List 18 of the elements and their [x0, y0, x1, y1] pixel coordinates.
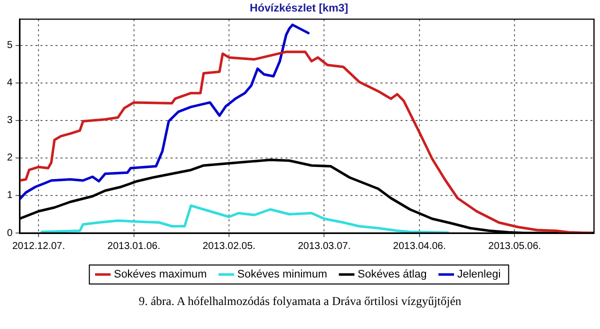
- x-tick-label: 2013.04.06.: [393, 240, 446, 252]
- x-tick-label: 2012.12.07.: [12, 240, 66, 252]
- legend-label: Jelenlegi: [457, 268, 501, 281]
- y-tick-label: 4: [7, 78, 13, 89]
- x-tick-label: 2013.02.05.: [202, 240, 256, 252]
- x-tick-label: 2013.03.07.: [298, 240, 351, 252]
- x-tick-label: 2013.05.06.: [488, 240, 542, 252]
- chart-title: Hóvízkészlet [km3]: [250, 2, 349, 15]
- legend-label: Sokéves minimum: [237, 268, 328, 281]
- y-tick-label: 2: [7, 152, 13, 164]
- y-tick-label: 0: [7, 228, 13, 239]
- y-tick-label: 5: [7, 40, 13, 52]
- x-tick-label: 2013.01.06.: [107, 240, 160, 252]
- y-tick-label: 3: [7, 115, 13, 126]
- y-tick-label: 1: [7, 190, 13, 202]
- legend-label: Sokéves maximum: [114, 268, 207, 281]
- legend-label: Sokéves átlag: [358, 268, 427, 281]
- text: 9. ábra. A hófelhalmozódás folyamata a Dráva őrtilosi vízgyűjtőjén: [138, 294, 462, 309]
